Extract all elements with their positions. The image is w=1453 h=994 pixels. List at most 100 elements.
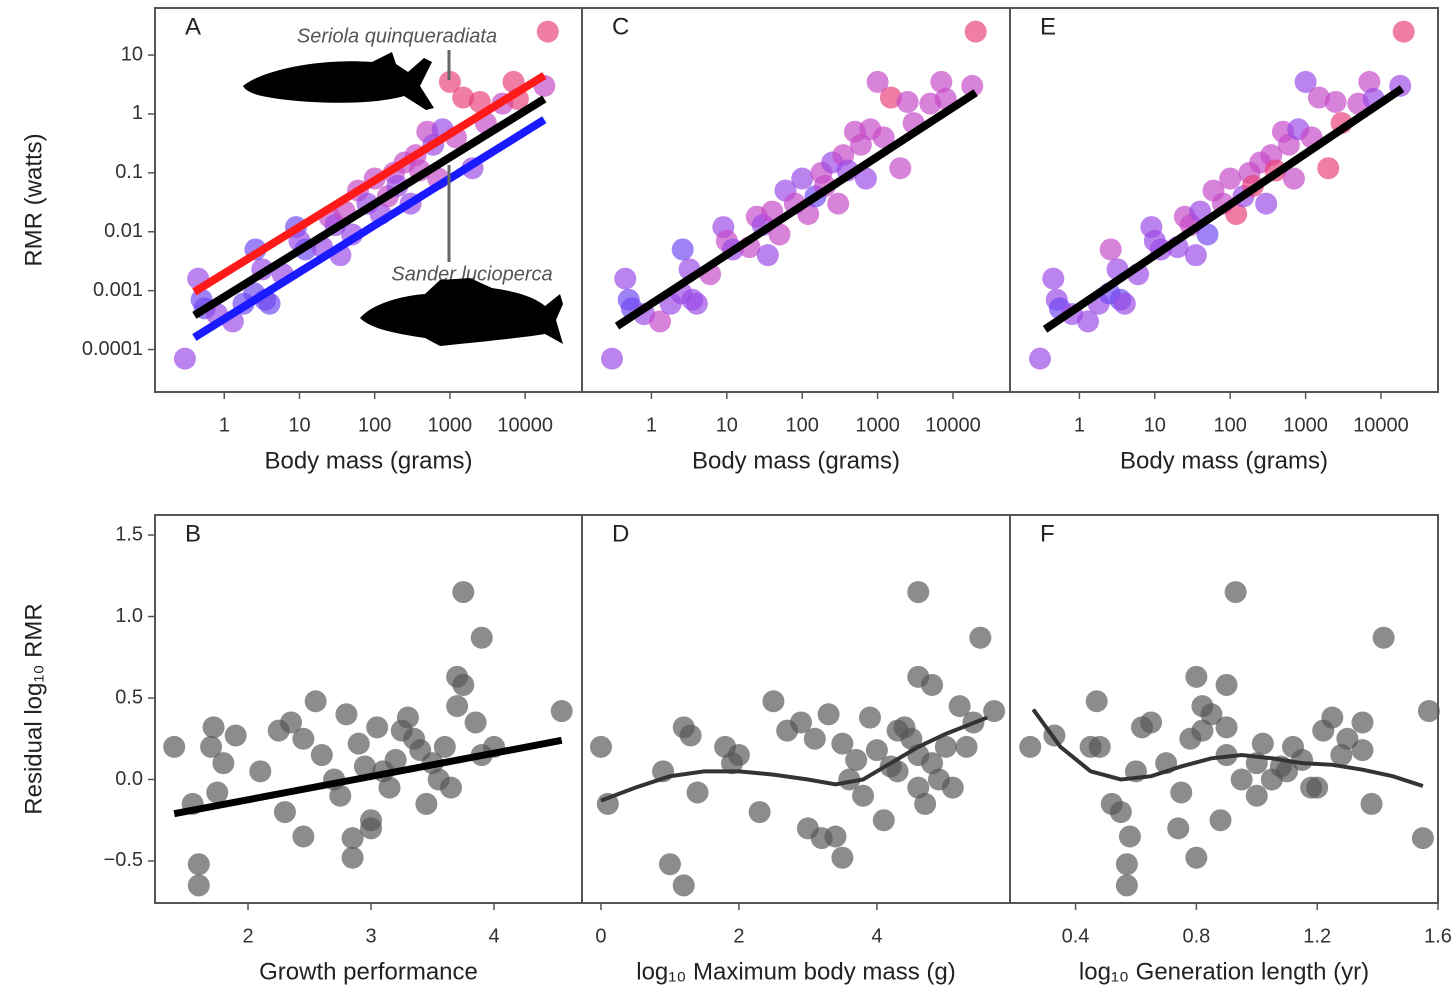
data-point xyxy=(470,626,493,649)
data-point xyxy=(679,724,702,747)
data-point xyxy=(852,784,875,807)
panel: F 0.4 0.8 1.2 1.6 log₁₀ Generation length (yr… xyxy=(1009,514,1452,985)
data-point xyxy=(1196,223,1219,246)
y-axis-title: RMR (watts) xyxy=(20,133,47,266)
tuna-silhouette xyxy=(243,52,434,110)
data-point xyxy=(187,853,210,876)
x-tick-label: 10 xyxy=(288,414,310,436)
data-point xyxy=(292,727,315,750)
y-tick-label: 0.001 xyxy=(93,279,143,301)
data-point xyxy=(671,238,694,261)
data-point xyxy=(790,711,813,734)
x-tick-label: 0.4 xyxy=(1062,925,1090,947)
y-tick-label: −0.5 xyxy=(104,849,143,871)
x-tick-label: 4 xyxy=(488,925,499,947)
x-tick-label: 1 xyxy=(1074,414,1085,436)
data-point xyxy=(907,581,930,604)
data-point xyxy=(187,874,210,897)
data-point xyxy=(1179,727,1202,750)
data-point xyxy=(1312,719,1335,742)
data-point xyxy=(206,781,229,804)
x-tick-label: 1.6 xyxy=(1424,925,1452,947)
data-point xyxy=(886,719,909,742)
data-point xyxy=(390,719,413,742)
data-point xyxy=(1209,809,1232,832)
data-point xyxy=(438,70,461,93)
data-point xyxy=(955,735,978,758)
x-tick-label: 100 xyxy=(1214,414,1247,436)
x-tick-label: 1 xyxy=(646,414,657,436)
fit-line xyxy=(173,736,563,818)
data-point xyxy=(366,716,389,739)
data-point xyxy=(1260,768,1283,791)
data-point xyxy=(1230,768,1253,791)
data-point xyxy=(838,768,861,791)
data-point xyxy=(969,626,992,649)
x-tick-label: 1000 xyxy=(1283,414,1328,436)
data-point xyxy=(1255,192,1278,215)
data-point xyxy=(865,739,888,762)
y-tick-label: 10 xyxy=(121,43,143,65)
data-point xyxy=(1118,825,1141,848)
y-tick-label: 0.0001 xyxy=(82,338,143,360)
panel-letter: B xyxy=(185,520,201,547)
x-tick-label: 1.2 xyxy=(1303,925,1331,947)
y-tick-label: 1.5 xyxy=(115,523,143,545)
x-axis-title: Body mass (grams) xyxy=(264,447,472,474)
data-point xyxy=(536,20,559,43)
x-tick-label: 10 xyxy=(1144,414,1166,436)
data-point xyxy=(1019,735,1042,758)
fit-line xyxy=(192,95,547,319)
x-tick-label: 100 xyxy=(786,414,819,436)
panel: C 1 10 100 1000 10000 Body mass (grams) xyxy=(581,7,1011,474)
data-point xyxy=(748,801,771,824)
data-point xyxy=(983,700,1006,723)
data-point xyxy=(452,581,475,604)
data-point xyxy=(1215,673,1238,696)
panel-letter: F xyxy=(1040,520,1055,547)
data-point xyxy=(1085,690,1108,713)
x-axis-title: log₁₀ Maximum body mass (g) xyxy=(636,958,955,985)
data-point xyxy=(341,827,364,850)
data-point xyxy=(889,157,912,180)
data-point xyxy=(415,792,438,815)
data-point xyxy=(384,748,407,771)
data-point xyxy=(686,781,709,804)
data-point xyxy=(803,727,826,750)
data-point xyxy=(446,695,469,718)
data-point xyxy=(439,776,462,799)
x-axis-title: Body mass (grams) xyxy=(692,447,900,474)
x-tick-label: 1 xyxy=(219,414,230,436)
y-tick-label: 0.1 xyxy=(115,161,143,183)
data-point xyxy=(827,192,850,215)
data-point xyxy=(1282,167,1305,190)
panel-frame xyxy=(1009,514,1439,904)
data-point xyxy=(353,755,376,778)
data-point xyxy=(854,167,877,190)
data-point xyxy=(964,20,987,43)
panel-letter: C xyxy=(612,13,629,40)
data-point xyxy=(202,716,225,739)
data-point xyxy=(886,760,909,783)
data-point xyxy=(163,735,186,758)
data-point xyxy=(224,724,247,747)
panel-frame xyxy=(154,514,583,904)
y-tick-label: 1 xyxy=(132,102,143,124)
data-point xyxy=(921,673,944,696)
data-point xyxy=(1029,347,1052,370)
data-point xyxy=(649,310,672,333)
x-tick-label: 2 xyxy=(733,925,744,947)
data-point xyxy=(329,784,352,807)
x-tick-label: 1000 xyxy=(428,414,473,436)
x-axis-title: log₁₀ Generation length (yr) xyxy=(1079,958,1369,985)
x-tick-label: 10000 xyxy=(925,414,981,436)
data-point xyxy=(1170,781,1193,804)
data-point xyxy=(1184,244,1207,267)
data-point xyxy=(1185,665,1208,688)
data-point xyxy=(961,74,984,97)
y-axis-title: Residual log₁₀ RMR xyxy=(20,603,47,814)
fish-silhouettes xyxy=(243,52,563,346)
data-point xyxy=(1411,827,1434,850)
data-point xyxy=(791,167,814,190)
data-point xyxy=(1140,711,1163,734)
